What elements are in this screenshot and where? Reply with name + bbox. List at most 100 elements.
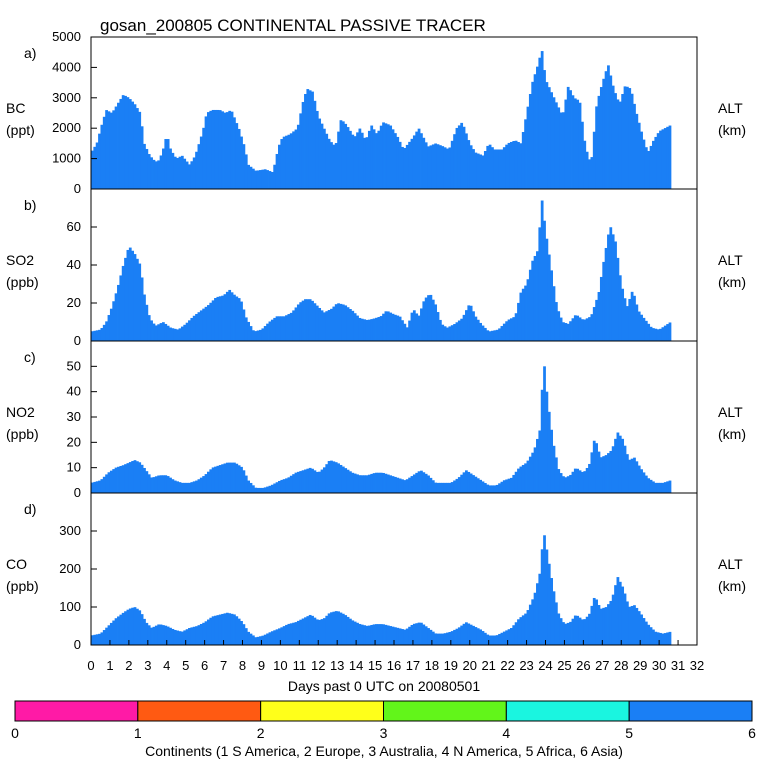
bar [126,249,130,341]
bar [195,626,198,645]
panel-co: 0 100 200 300 d) CO (ppb) ALT (km) [6,492,746,652]
bar [199,623,203,645]
bar [557,107,561,189]
bar [659,632,662,645]
bar [379,624,383,645]
bar [635,461,639,493]
bar [588,613,591,645]
bar [278,628,281,646]
bar [654,328,658,341]
bar [436,312,440,341]
bar [353,473,357,493]
bar [171,479,175,493]
bar [654,482,658,493]
bar [306,616,310,645]
bar [500,326,504,341]
bar [559,473,563,493]
bar [417,622,421,645]
bar [109,470,113,493]
bar [121,95,125,189]
y-tick-label: 50 [67,358,81,373]
unit-label: (ppt) [6,122,35,138]
bar [493,635,497,645]
bar [211,467,215,493]
bar [251,168,255,189]
bar [214,466,217,493]
bar [296,124,300,189]
bar [247,321,250,341]
bar [126,463,130,493]
bar [469,145,473,189]
bar [315,305,319,341]
bar [206,619,210,645]
bar [93,330,97,341]
bar [244,475,248,493]
bar [214,109,217,189]
bar [519,617,523,645]
bar [363,137,366,189]
bar [630,458,634,493]
bar [223,463,227,493]
bar [112,301,116,341]
bar [637,611,641,645]
bar [223,613,227,645]
bar [98,329,101,341]
bar [505,479,509,493]
bar [491,147,494,189]
bar [602,456,606,493]
bar [313,617,317,645]
bar [147,315,151,341]
bar [429,145,433,189]
bar [533,592,537,645]
bar [112,469,116,493]
bar [453,134,456,189]
bar [583,319,587,341]
bar [202,622,206,645]
y-tick-label: 30 [67,409,81,424]
bar [625,306,629,341]
bar [403,147,407,189]
bar [647,624,651,645]
bar [133,607,137,645]
bar [164,625,168,645]
bar [287,134,291,189]
bar [524,613,527,645]
bar [244,317,248,341]
x-tick-label: 6 [201,658,208,673]
bar [259,636,262,645]
y-tick-label: 300 [59,523,81,538]
bar [306,468,310,493]
bar [462,472,466,493]
bar [438,319,442,341]
bar [547,563,551,645]
y-tick-label: 4000 [52,59,81,74]
bar [180,155,184,189]
bar [228,110,232,189]
bar [344,615,348,645]
bar [424,297,428,341]
bar [109,308,113,341]
bar [294,129,298,189]
bar [140,614,144,646]
bar [337,611,340,645]
colorbar-tick-label: 0 [11,725,19,741]
x-tick-label: 12 [311,658,325,673]
bar [569,90,572,189]
bar [119,466,123,493]
bar [91,635,94,645]
bar [157,624,161,645]
bar [282,479,286,493]
bar [152,477,156,493]
colorbar-segment [505,700,630,722]
bar [616,99,620,189]
bar [652,328,655,341]
bar [614,93,617,189]
bar [178,631,182,645]
bar [566,323,570,341]
bar [367,319,371,341]
bar [256,636,260,645]
bar [195,313,198,341]
bar [498,328,501,341]
bar [247,631,250,645]
bar [538,57,542,190]
